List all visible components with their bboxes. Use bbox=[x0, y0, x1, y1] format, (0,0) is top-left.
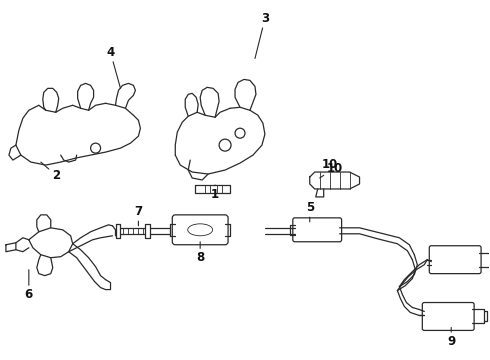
Text: 6: 6 bbox=[24, 270, 33, 301]
Text: 2: 2 bbox=[41, 162, 60, 181]
Text: 10: 10 bbox=[321, 158, 338, 171]
Text: 7: 7 bbox=[134, 205, 143, 226]
Text: 10: 10 bbox=[319, 162, 343, 178]
Text: 8: 8 bbox=[196, 242, 204, 264]
Text: 9: 9 bbox=[447, 328, 455, 348]
Text: 3: 3 bbox=[255, 12, 269, 58]
Text: 1: 1 bbox=[211, 185, 219, 202]
Text: 5: 5 bbox=[306, 201, 314, 222]
Text: 4: 4 bbox=[106, 46, 121, 88]
